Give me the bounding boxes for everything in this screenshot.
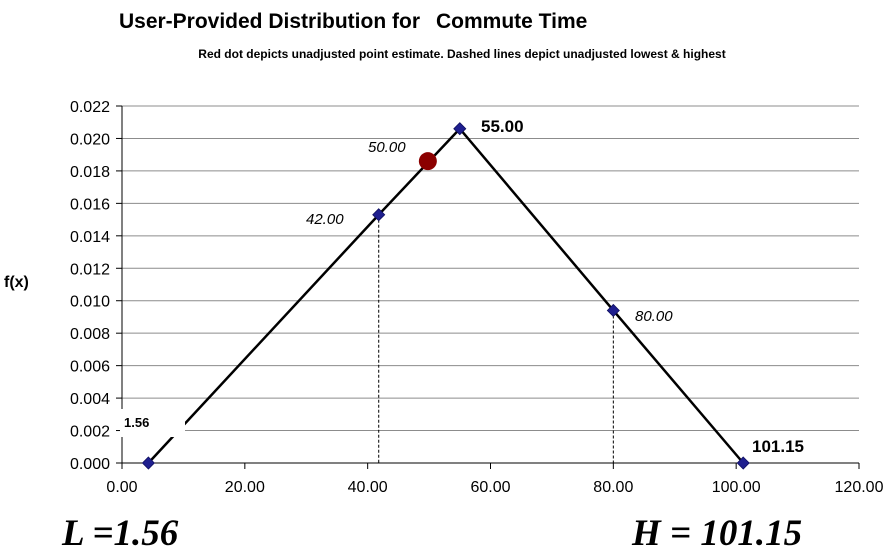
data-point-2 — [453, 122, 467, 136]
label-80: 80.00 — [635, 308, 673, 325]
point-estimate — [418, 152, 437, 171]
x-tick-label-2: 40.00 — [348, 479, 388, 496]
axes — [116, 105, 860, 469]
x-tick-label-4: 80.00 — [593, 479, 633, 496]
x-tick-label-1: 20.00 — [225, 479, 265, 496]
x-tick-label-6: 120.00 — [835, 479, 884, 496]
data-point-0 — [141, 456, 155, 470]
lowest-value-label: L =1.56 — [61, 513, 179, 554]
y-tick-label-7: 0.014 — [70, 229, 110, 246]
highest-value-label: H = 101.15 — [631, 513, 802, 554]
y-tick-label-6: 0.012 — [70, 261, 110, 278]
label-50: 50.00 — [368, 139, 406, 156]
chart-title-left: User-Provided Distribution for — [119, 10, 420, 33]
distribution-line — [147, 126, 745, 464]
label-1-56: 1.56 — [124, 415, 149, 430]
series-line — [147, 126, 745, 464]
label-55: 55.00 — [481, 117, 524, 136]
y-tick-label-0: 0.000 — [70, 456, 110, 473]
chart-subtitle: Red dot depicts unadjusted point estimat… — [198, 47, 725, 61]
y-tick-label-8: 0.016 — [70, 196, 110, 213]
x-tick-label-0: 0.00 — [106, 479, 137, 496]
chart-title-right: Commute Time — [436, 10, 587, 33]
y-tick-label-10: 0.020 — [70, 131, 110, 148]
data-point-3 — [606, 303, 620, 318]
y-tick-label-1: 0.002 — [70, 424, 110, 441]
series-markers — [141, 122, 750, 470]
data-point-4 — [736, 456, 750, 470]
dashed-lines — [378, 214, 614, 463]
grid-lines — [122, 105, 859, 432]
y-tick-label-9: 0.018 — [70, 164, 110, 181]
y-tick-label-2: 0.004 — [70, 391, 110, 408]
y-tick-label-4: 0.008 — [70, 326, 110, 343]
x-tick-label-5: 100.00 — [712, 479, 761, 496]
label-101-15: 101.15 — [752, 437, 804, 456]
y-tick-label-5: 0.010 — [70, 294, 110, 311]
y-axis-label: f(x) — [4, 274, 29, 291]
x-tick-label-3: 60.00 — [470, 479, 510, 496]
x-tick-labels: 0.00 20.00 40.00 60.00 80.00 100.00 120.00 — [106, 479, 883, 496]
label-42: 42.00 — [306, 211, 344, 228]
data-point-1 — [372, 208, 386, 222]
y-tick-labels: 0.000 0.002 0.004 0.006 0.008 0.010 0.012 0.014… — [70, 99, 110, 473]
label-1-56-box — [120, 409, 185, 437]
y-tick-label-3: 0.006 — [70, 359, 110, 376]
y-tick-label-11: 0.022 — [70, 99, 110, 116]
point-estimate-dot — [418, 152, 437, 171]
